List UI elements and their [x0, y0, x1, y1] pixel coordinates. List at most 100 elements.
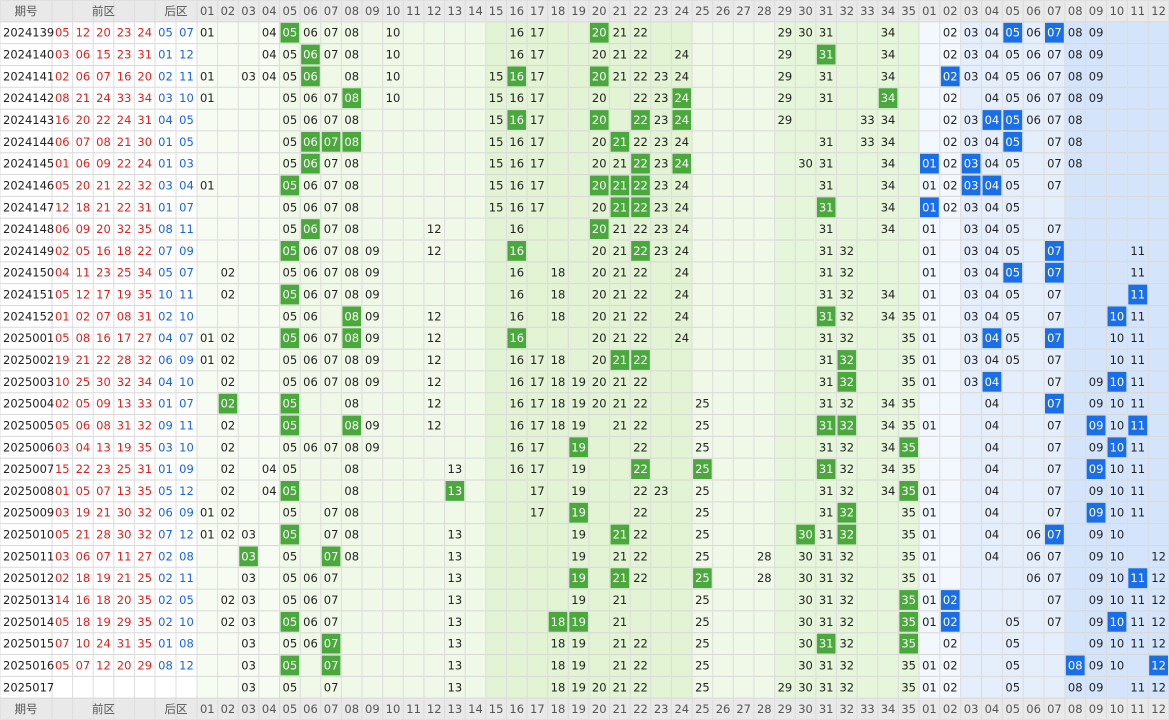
front-number: 30 — [96, 375, 111, 389]
hit-cell — [1003, 22, 1023, 43]
front-cell: 31 — [819, 418, 834, 432]
front-cell: 05 — [283, 26, 298, 40]
header-front-col: 34 — [881, 702, 896, 716]
front-cell: 08 — [344, 26, 359, 40]
back-cell: 07 — [1047, 288, 1062, 302]
back-cell: 05 — [1005, 615, 1020, 629]
header-back-col: 03 — [964, 702, 979, 716]
back-number: 01 — [158, 48, 173, 62]
front-cell: 17 — [530, 353, 545, 367]
column-band — [1002, 21, 1024, 699]
front-number: 07 — [96, 309, 111, 323]
front-cell: 16 — [509, 244, 524, 258]
front-cell: 13 — [448, 571, 463, 585]
header-back-col: 07 — [1047, 4, 1062, 18]
front-number: 22 — [96, 353, 111, 367]
hit-cell — [940, 590, 960, 610]
front-cell: 23 — [654, 244, 669, 258]
back-cell: 11 — [1130, 353, 1145, 367]
front-cell: 20 — [592, 309, 607, 323]
front-cell: 31 — [819, 397, 834, 411]
front-cell: 13 — [448, 615, 463, 629]
front-number: 32 — [137, 353, 152, 367]
front-cell: 24 — [674, 244, 689, 258]
back-cell: 04 — [985, 91, 1000, 105]
back-number: 11 — [179, 222, 194, 236]
header-front-col: 34 — [881, 4, 896, 18]
front-cell: 31 — [819, 48, 834, 62]
front-number: 13 — [96, 440, 111, 454]
back-cell: 10 — [1110, 637, 1125, 651]
front-number: 21 — [96, 506, 111, 520]
period: 2025006 — [3, 440, 54, 454]
front-number: 13 — [117, 397, 132, 411]
header-front-col: 10 — [386, 4, 401, 18]
front-cell: 32 — [839, 331, 854, 345]
front-cell: 32 — [839, 549, 854, 563]
back-number: 12 — [179, 528, 194, 542]
back-number: 03 — [179, 157, 194, 171]
front-cell: 19 — [571, 658, 586, 672]
hit-cell — [280, 22, 300, 43]
front-number: 32 — [137, 418, 152, 432]
header-front-col: 11 — [406, 702, 421, 716]
front-cell: 08 — [344, 528, 359, 542]
front-cell: 22 — [633, 462, 648, 476]
front-cell: 34 — [881, 309, 896, 323]
front-cell: 21 — [613, 69, 628, 83]
front-number: 06 — [76, 418, 91, 432]
back-number: 12 — [179, 658, 194, 672]
hit-cell — [589, 110, 609, 130]
front-cell: 25 — [695, 397, 710, 411]
front-cell: 10 — [386, 48, 401, 62]
hit-cell — [610, 350, 630, 370]
front-cell: 32 — [839, 397, 854, 411]
front-cell: 07 — [324, 26, 339, 40]
front-cell: 08 — [344, 135, 359, 149]
back-cell: 01 — [922, 375, 937, 389]
front-cell: 07 — [324, 113, 339, 127]
front-number: 24 — [96, 91, 111, 105]
header-front-col: 12 — [427, 702, 442, 716]
header-back-col: 12 — [1151, 4, 1166, 18]
front-cell: 09 — [365, 331, 380, 345]
front-cell: 13 — [448, 484, 463, 498]
hit-cell — [631, 175, 650, 196]
front-number: 05 — [55, 288, 70, 302]
period: 2025014 — [3, 615, 54, 629]
hit-cell — [507, 66, 527, 87]
front-cell: 09 — [365, 309, 380, 323]
front-cell: 21 — [613, 615, 628, 629]
front-cell: 21 — [613, 528, 628, 542]
column-band — [300, 21, 321, 699]
front-cell: 25 — [695, 528, 710, 542]
hit-cell — [1107, 437, 1127, 458]
header-front-col: 32 — [839, 4, 854, 18]
hit-cell — [899, 633, 918, 654]
front-cell: 32 — [839, 309, 854, 323]
front-cell: 19 — [571, 680, 586, 694]
front-number: 03 — [55, 506, 70, 520]
front-cell: 18 — [551, 637, 566, 651]
back-cell: 09 — [1089, 375, 1104, 389]
back-cell: 03 — [964, 288, 979, 302]
front-number: 05 — [55, 26, 70, 40]
back-number: 05 — [158, 266, 173, 280]
header-front-col: 03 — [241, 702, 256, 716]
header-front-col: 08 — [344, 4, 359, 18]
back-cell: 03 — [964, 48, 979, 62]
hit-cell — [1086, 459, 1106, 479]
back-cell: 05 — [1005, 658, 1020, 672]
front-cell: 15 — [489, 157, 504, 171]
front-cell: 22 — [633, 309, 648, 323]
front-cell: 35 — [901, 637, 916, 651]
front-cell: 16 — [509, 309, 524, 323]
front-cell: 15 — [489, 200, 504, 214]
column-band — [712, 21, 734, 699]
column-band — [650, 21, 672, 699]
back-cell: 02 — [943, 157, 958, 171]
column-band — [547, 21, 569, 699]
front-cell: 24 — [674, 113, 689, 127]
front-cell: 07 — [324, 528, 339, 542]
back-cell: 11 — [1130, 680, 1145, 694]
